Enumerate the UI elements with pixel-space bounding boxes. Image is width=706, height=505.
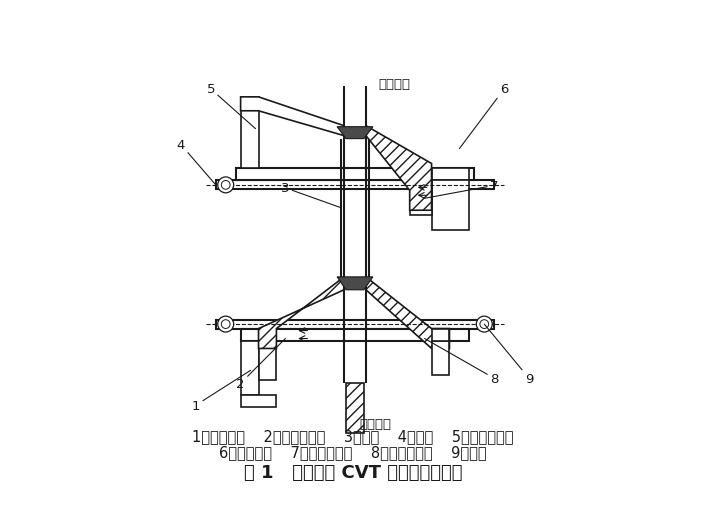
Text: 1: 1	[191, 371, 251, 412]
Bar	[431, 169, 469, 181]
Polygon shape	[337, 127, 373, 139]
Text: 2: 2	[237, 339, 285, 390]
Polygon shape	[241, 97, 344, 136]
Text: 7: 7	[424, 179, 498, 199]
Polygon shape	[366, 126, 431, 211]
Bar	[236, 169, 474, 181]
Text: 主动轮组: 主动轮组	[379, 78, 411, 91]
Polygon shape	[258, 277, 344, 349]
Bar	[346, 383, 364, 433]
Bar	[241, 341, 258, 395]
Polygon shape	[366, 277, 450, 349]
Text: 图 1   传统带式 CVT 的结构与原理图: 图 1 传统带式 CVT 的结构与原理图	[244, 463, 462, 481]
Circle shape	[477, 317, 492, 332]
Circle shape	[217, 178, 234, 193]
Text: 从动轮组: 从动轮组	[359, 417, 391, 430]
Bar	[241, 97, 258, 169]
Text: 3: 3	[281, 182, 341, 209]
Bar	[216, 181, 494, 190]
Bar	[241, 395, 277, 408]
Circle shape	[221, 320, 230, 329]
Bar	[409, 181, 431, 216]
Circle shape	[217, 317, 234, 332]
Text: 6: 6	[460, 83, 508, 149]
Text: 4: 4	[176, 139, 216, 185]
Text: 9: 9	[484, 324, 533, 385]
Circle shape	[221, 181, 230, 190]
Bar	[241, 329, 469, 341]
Bar	[431, 181, 469, 231]
Polygon shape	[337, 277, 373, 290]
Bar	[216, 320, 494, 329]
Text: 5: 5	[207, 83, 256, 129]
Bar	[431, 329, 450, 341]
Text: 8: 8	[424, 339, 498, 385]
Bar	[431, 341, 450, 376]
Bar	[258, 341, 277, 381]
Circle shape	[480, 320, 489, 329]
Text: 6主动轮油缸    7主动轮可动盘    8从动轮固定盘    9输出轴: 6主动轮油缸 7主动轮可动盘 8从动轮固定盘 9输出轴	[219, 444, 487, 460]
Text: 1从动轮油缸    2从动轮可动盘    3传动带    4输入轴    5主动轴固定盘: 1从动轮油缸 2从动轮可动盘 3传动带 4输入轴 5主动轴固定盘	[192, 429, 514, 443]
